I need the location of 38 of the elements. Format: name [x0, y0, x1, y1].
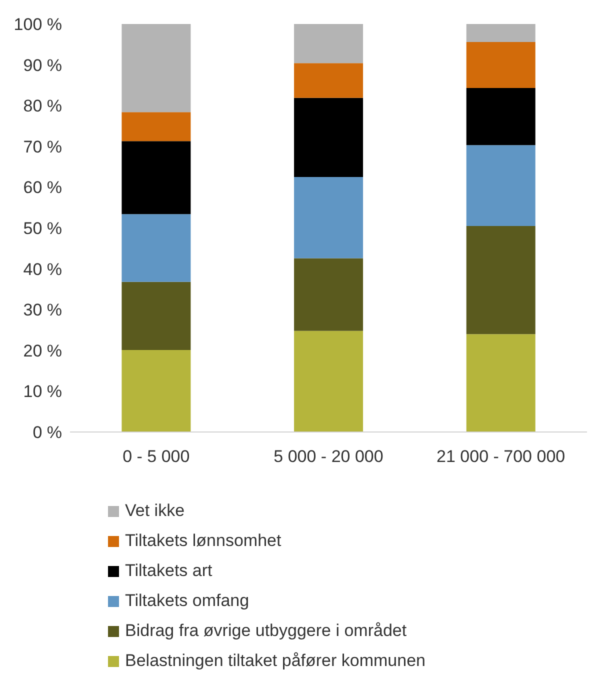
- y-tick-label: 30 %: [23, 300, 62, 320]
- bar: [122, 214, 191, 282]
- legend-label: Tiltakets art: [125, 561, 212, 581]
- bar: [122, 141, 191, 214]
- y-tick-label: 40 %: [23, 260, 62, 279]
- bar: [466, 226, 536, 334]
- bar: [466, 24, 536, 42]
- bar: [122, 350, 191, 432]
- bar: [466, 145, 536, 226]
- y-tick-label: 10 %: [23, 382, 62, 402]
- legend-label: Bidrag fra øvrige utbyggere i området: [125, 621, 407, 641]
- legend-label: Vet ikke: [125, 501, 185, 521]
- y-tick-label: 70 %: [23, 137, 62, 156]
- bar: [466, 88, 536, 146]
- y-tick-label: 60 %: [23, 178, 62, 198]
- bar: [294, 63, 364, 98]
- bar: [294, 258, 364, 331]
- y-tick-label: 50 %: [23, 219, 62, 238]
- y-tick-label: 0 %: [32, 423, 62, 442]
- x-tick-label: 21 000 - 700 000: [436, 447, 566, 466]
- bar: [122, 24, 191, 112]
- bar: [294, 98, 364, 177]
- legend-label: Tiltakets omfang: [125, 591, 250, 611]
- y-tick-label: 100 %: [14, 15, 62, 34]
- bar: [294, 330, 364, 432]
- y-tick-label: 90 %: [23, 56, 62, 75]
- bar: [122, 282, 191, 350]
- y-tick-label: 80 %: [23, 96, 62, 116]
- x-tick-label: 5 000 - 20 000: [274, 447, 384, 466]
- legend-label: Tiltakets lønnsomhet: [125, 531, 282, 551]
- bar: [122, 112, 191, 142]
- x-tick-label: 0 - 5 000: [122, 447, 190, 466]
- bar: [294, 24, 364, 64]
- bar: [466, 334, 536, 432]
- bar: [294, 177, 364, 258]
- legend-label: Belastningen tiltaket påfører kommunen: [125, 651, 426, 671]
- bar: [466, 42, 536, 88]
- y-tick-label: 20 %: [23, 341, 62, 360]
